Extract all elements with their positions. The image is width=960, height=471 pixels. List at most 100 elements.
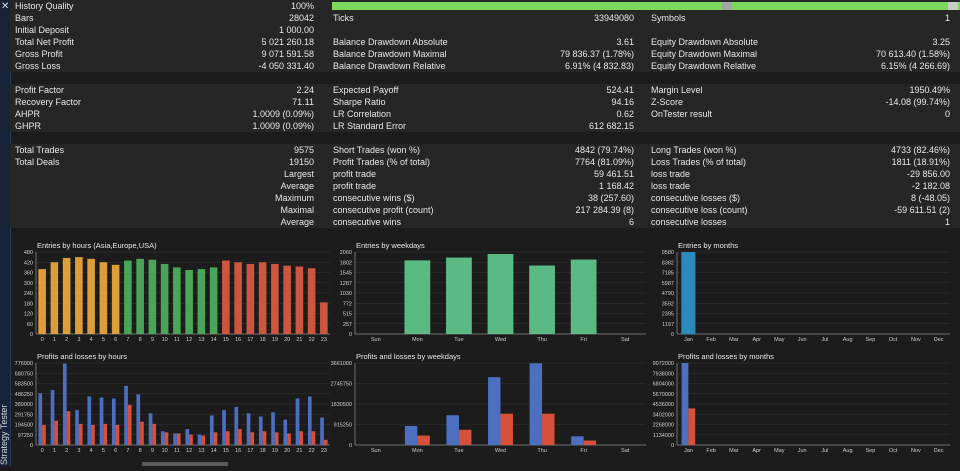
x-tick-label: 11 xyxy=(174,448,180,454)
stat-value: 59 461.51 xyxy=(593,169,634,179)
stat-label: Symbols xyxy=(651,13,686,23)
chart-bar xyxy=(124,260,132,334)
y-tick-label: 0 xyxy=(349,332,352,338)
chart-bar xyxy=(50,262,59,334)
statistics-table: History Quality 100% Bars 28042 Ticks 3394908… xyxy=(10,0,960,232)
stat-value: Maximum xyxy=(274,193,314,203)
x-tick-label: 16 xyxy=(235,448,241,454)
y-tick-label: 583500 xyxy=(15,382,33,388)
x-tick-label: 2 xyxy=(65,448,68,454)
stat-row: Recovery Factor 71.11 Sharpe Ratio 94.16 Z-S… xyxy=(10,96,960,108)
loss-bar xyxy=(287,433,291,445)
profit-bar xyxy=(197,434,202,445)
y-tick-label: 480 xyxy=(24,250,33,256)
close-icon[interactable]: ✕ xyxy=(1,1,10,12)
horizontal-scrollbar[interactable] xyxy=(142,462,228,466)
profit-bar xyxy=(160,431,165,445)
chart-bar xyxy=(570,259,597,334)
loss-bar xyxy=(583,440,597,445)
stat-label: Z-Score xyxy=(651,97,684,107)
profit-bar xyxy=(488,377,501,445)
profit-bar xyxy=(87,396,92,445)
profit-bar xyxy=(307,396,312,445)
stat-value: 1811 (18.91%) xyxy=(891,157,950,167)
y-tick-label: 1030 xyxy=(340,291,352,297)
x-tick-label: Mon xyxy=(412,337,423,343)
stat-value: -29 856.00 xyxy=(906,169,950,179)
x-tick-label: 11 xyxy=(174,337,180,343)
profit-bar xyxy=(185,429,190,445)
profit-bar xyxy=(148,413,153,445)
loss-bar xyxy=(262,431,267,445)
x-tick-label: 15 xyxy=(223,448,229,454)
stat-label: consecutive loss (count) xyxy=(651,205,748,215)
stat-label: Recovery Factor xyxy=(15,97,82,107)
y-tick-label: 240 xyxy=(24,291,33,297)
stat-label: Gross Profit xyxy=(15,49,63,59)
x-tick-label: 7 xyxy=(126,448,129,454)
y-tick-label: 9580 xyxy=(662,250,674,256)
stat-value: -2 182.08 xyxy=(911,181,950,191)
y-tick-label: 2395 xyxy=(662,312,674,318)
x-tick-label: Wed xyxy=(495,337,506,343)
x-tick-label: 21 xyxy=(296,337,302,343)
chart-title: Profits and losses by hours xyxy=(37,352,127,361)
loss-bar xyxy=(103,423,108,445)
chart-title: Entries by months xyxy=(678,241,738,250)
history-quality-bar-gap xyxy=(722,2,732,10)
profit-bar xyxy=(320,417,324,445)
x-tick-label: 17 xyxy=(247,448,253,454)
stat-row: GHPR 1.0009 (0.09%) LR Standard Error 612 6… xyxy=(10,120,960,132)
y-tick-label: 120 xyxy=(24,312,33,318)
x-tick-label: 7 xyxy=(126,337,129,343)
history-quality-bar-end xyxy=(948,2,958,10)
stat-value: 1 xyxy=(944,13,950,23)
stat-label: loss trade xyxy=(651,169,691,179)
x-tick-label: 1 xyxy=(53,448,56,454)
stat-value: 8 (-48.05) xyxy=(910,193,950,203)
loss-bar xyxy=(164,432,169,445)
x-tick-label: Nov xyxy=(911,448,921,454)
chart-title: Entries by hours (Asia,Europe,USA) xyxy=(37,241,157,250)
loss-bar xyxy=(42,424,46,445)
stat-label: Ticks xyxy=(333,13,354,23)
stat-label: Total Trades xyxy=(15,145,65,155)
loss-bar xyxy=(311,431,316,445)
x-tick-label: Aug xyxy=(843,337,853,343)
x-tick-label: 4 xyxy=(90,337,93,343)
stat-value: 3.25 xyxy=(932,37,950,47)
y-tick-label: 2060 xyxy=(340,250,352,256)
y-tick-label: 420 xyxy=(24,260,33,266)
chart-bar xyxy=(62,257,71,334)
loss-bar xyxy=(688,408,696,445)
x-tick-label: 4 xyxy=(90,448,93,454)
y-tick-label: 4536000 xyxy=(653,402,674,408)
x-tick-label: 9 xyxy=(151,337,154,343)
stat-row: Total Net Profit 5 021 260.18 Balance Draw… xyxy=(10,36,960,48)
x-tick-label: Nov xyxy=(911,337,921,343)
stat-value: Average xyxy=(280,181,314,191)
stat-label: Long Trades (won %) xyxy=(651,145,737,155)
x-tick-label: 0 xyxy=(41,448,44,454)
stat-value: 0.62 xyxy=(616,109,634,119)
y-tick-label: 3402000 xyxy=(653,412,674,418)
x-tick-label: 3 xyxy=(77,448,80,454)
x-tick-label: 8 xyxy=(139,337,142,343)
loss-bar xyxy=(189,434,193,445)
loss-bar xyxy=(299,431,304,445)
stat-label: Balance Drawdown Relative xyxy=(333,61,446,71)
y-tick-label: 6804000 xyxy=(653,382,674,388)
chart-bar xyxy=(681,252,696,334)
stat-label: consecutive profit (count) xyxy=(333,205,434,215)
profit-bar xyxy=(111,398,116,445)
stat-row: Largest profit trade 59 461.51 loss trade -2… xyxy=(10,168,960,180)
stat-value: 9 071 591.58 xyxy=(261,49,314,59)
chart-bar xyxy=(148,259,157,334)
profit-bar xyxy=(246,413,251,445)
charts-area: Entries by hours (Asia,Europe,USA) 480 420… xyxy=(10,232,960,466)
stat-label: LR Standard Error xyxy=(333,121,407,131)
stat-value: 4733 (82.46%) xyxy=(890,145,950,155)
stat-label: Margin Level xyxy=(651,85,703,95)
stat-value: 5 021 260.18 xyxy=(261,37,314,47)
stat-value: 100% xyxy=(290,1,314,11)
